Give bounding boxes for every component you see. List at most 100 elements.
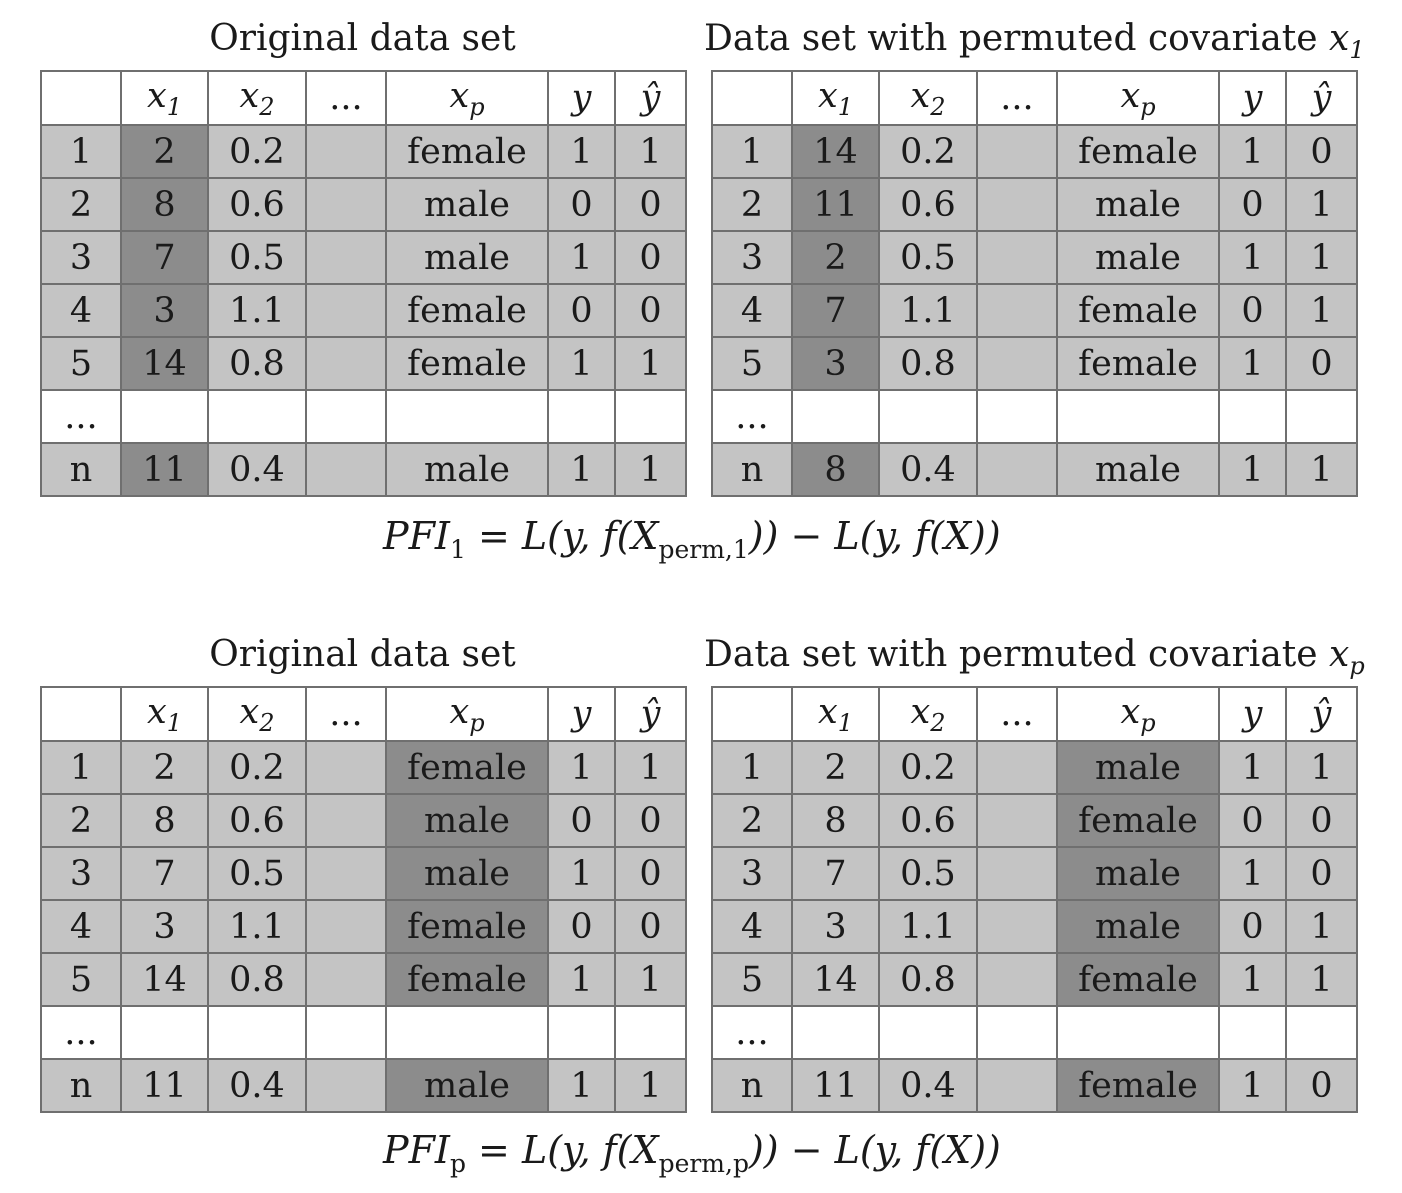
cell-dots <box>305 740 387 795</box>
cell-xp: female <box>1056 793 1220 848</box>
cell-xp: male <box>1056 740 1220 795</box>
cell-x2: 0.8 <box>878 336 978 391</box>
panel-title-bottom-right: Data set with permuted covariate xp <box>704 634 1365 680</box>
cell-dots <box>976 1005 1058 1060</box>
column-header-index <box>40 686 122 742</box>
cell-xp <box>385 1005 549 1060</box>
cell-yhat: 1 <box>1285 177 1358 232</box>
cell-y: 1 <box>547 230 616 285</box>
cell-y: 1 <box>547 124 616 179</box>
column-header-dots: ... <box>976 70 1058 126</box>
header-row: x1 x2... xp y ŷ <box>711 70 1358 126</box>
data-table-top-right: x1 x2... xp y ŷ 1 14 0.2 female 1 0 2 11 0.6 male 0 1 3 2 0… <box>711 70 1358 497</box>
cell-x2: 0.6 <box>878 177 978 232</box>
cell-x1 <box>791 389 880 444</box>
cell-x2: 0.2 <box>878 124 978 179</box>
cell-x2: 1.1 <box>207 283 307 338</box>
cell-y: 1 <box>1218 336 1287 391</box>
cell-y: 0 <box>1218 177 1287 232</box>
header-row: x1 x2... xp y ŷ <box>40 70 687 126</box>
table-row: 2 8 0.6 male 0 0 <box>40 793 687 848</box>
column-header-x2: x2 <box>878 686 978 742</box>
cell-x2 <box>207 1005 307 1060</box>
cell-xp: female <box>1056 336 1220 391</box>
table-row: 4 3 1.1 female 0 0 <box>40 899 687 954</box>
cell-y: 1 <box>1218 124 1287 179</box>
cell-y <box>1218 389 1287 444</box>
header-row: x1 x2... xp y ŷ <box>40 686 687 742</box>
cell-row: 4 <box>40 283 122 338</box>
cell-xp: female <box>385 124 549 179</box>
cell-yhat: 1 <box>614 124 687 179</box>
cell-dots <box>976 230 1058 285</box>
cell-yhat: 1 <box>614 952 687 1007</box>
cell-xp: male <box>1056 846 1220 901</box>
cell-x1: 11 <box>791 177 880 232</box>
panel-title-top-left: Original data set <box>40 18 685 59</box>
cell-dots <box>305 336 387 391</box>
title-symbol: x1 <box>1329 18 1365 64</box>
cell-row: 4 <box>711 283 793 338</box>
table-row: n 11 0.4 male 1 1 <box>40 1058 687 1113</box>
table-row: ... <box>711 389 1358 444</box>
cell-xp: male <box>385 442 549 497</box>
cell-yhat: 0 <box>614 230 687 285</box>
cell-dots <box>976 124 1058 179</box>
column-header-y: y <box>547 70 616 126</box>
cell-yhat <box>1285 1005 1358 1060</box>
column-header-yhat: ŷ <box>1285 70 1358 126</box>
column-header-xp: xp <box>1056 70 1220 126</box>
cell-yhat: 1 <box>1285 740 1358 795</box>
cell-yhat: 1 <box>1285 952 1358 1007</box>
cell-dots <box>305 389 387 444</box>
cell-x1: 14 <box>120 952 209 1007</box>
panel-title-text: Original data set <box>209 634 516 675</box>
cell-xp: female <box>1056 1058 1220 1113</box>
cell-dots <box>305 124 387 179</box>
table-row: ... <box>40 1005 687 1060</box>
column-header-xp: xp <box>385 686 549 742</box>
cell-yhat: 0 <box>1285 1058 1358 1113</box>
cell-dots <box>976 442 1058 497</box>
column-header-dots: ... <box>305 70 387 126</box>
table-row: 5 3 0.8 female 1 0 <box>711 336 1358 391</box>
cell-y: 0 <box>547 899 616 954</box>
column-header-yhat: ŷ <box>1285 686 1358 742</box>
column-header-x2: x2 <box>207 70 307 126</box>
cell-row: ... <box>711 389 793 444</box>
table-row: 4 3 1.1 male 0 1 <box>711 899 1358 954</box>
column-header-x2: x2 <box>207 686 307 742</box>
cell-xp: male <box>385 177 549 232</box>
cell-x2: 0.4 <box>878 1058 978 1113</box>
cell-dots <box>305 1058 387 1113</box>
cell-y: 1 <box>547 952 616 1007</box>
cell-x1 <box>120 1005 209 1060</box>
column-header-x1: x1 <box>120 70 209 126</box>
cell-yhat <box>1285 389 1358 444</box>
cell-yhat: 1 <box>614 1058 687 1113</box>
cell-x1 <box>791 1005 880 1060</box>
cell-dots <box>976 283 1058 338</box>
cell-y <box>547 389 616 444</box>
cell-row: 2 <box>711 793 793 848</box>
cell-row: n <box>40 442 122 497</box>
table-row: 5 14 0.8 female 1 1 <box>711 952 1358 1007</box>
table-row: 4 3 1.1 female 0 0 <box>40 283 687 338</box>
column-header-y: y <box>1218 70 1287 126</box>
cell-xp: male <box>385 230 549 285</box>
cell-x2: 0.8 <box>207 336 307 391</box>
cell-x2: 0.5 <box>878 230 978 285</box>
cell-x2: 1.1 <box>878 899 978 954</box>
cell-x2: 0.4 <box>207 442 307 497</box>
column-header-dots: ... <box>976 686 1058 742</box>
cell-y: 0 <box>1218 793 1287 848</box>
cell-x2 <box>207 389 307 444</box>
cell-xp: female <box>385 283 549 338</box>
column-header-y: y <box>1218 686 1287 742</box>
cell-yhat: 1 <box>614 740 687 795</box>
table-row: 5 14 0.8 female 1 1 <box>40 336 687 391</box>
table-row: 3 7 0.5 male 1 0 <box>40 846 687 901</box>
table-row: 3 7 0.5 male 1 0 <box>711 846 1358 901</box>
data-table-top-left: x1 x2... xp y ŷ 1 2 0.2 female 1 1 2 8 0.6 male 0 0 3 7 0.5… <box>40 70 687 497</box>
cell-xp <box>1056 389 1220 444</box>
